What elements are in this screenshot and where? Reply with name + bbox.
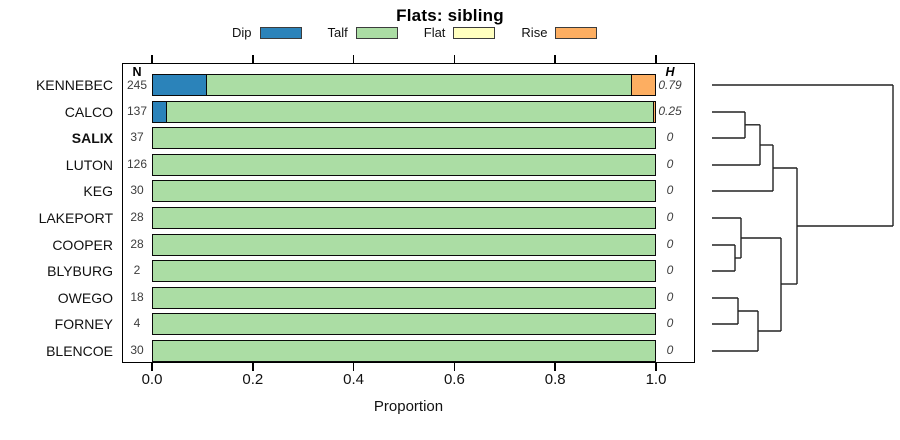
legend-swatch-rise xyxy=(555,26,598,39)
legend-item: Talf xyxy=(328,25,398,40)
bar-segment-talf xyxy=(152,313,656,336)
bar-segment-rise xyxy=(653,100,656,123)
h-value: 0 xyxy=(666,316,674,331)
axis-tick-bottom xyxy=(151,363,153,371)
n-value: 137 xyxy=(126,103,148,118)
row-label-cooper: COOPER xyxy=(52,236,113,253)
legend-item: Flat xyxy=(424,25,496,40)
n-value: 126 xyxy=(126,156,148,171)
axis-tick-bottom xyxy=(352,363,355,371)
h-value-text: 0.79 xyxy=(658,78,682,92)
axis-tick-top xyxy=(655,55,657,63)
bar-row-calco xyxy=(152,100,656,123)
bar-segment-talf xyxy=(152,286,656,309)
bar-row-luton xyxy=(152,153,656,176)
bar-row-forney xyxy=(152,313,656,336)
axis-tick-top xyxy=(453,55,456,63)
axis-tick-bottom xyxy=(252,363,254,371)
bar-segment-talf xyxy=(152,180,656,203)
axis-tick-label: 0.8 xyxy=(544,371,566,388)
legend-swatch-dip xyxy=(259,26,302,39)
h-value: 0 xyxy=(666,236,674,251)
bar-row-cooper xyxy=(152,233,656,256)
chart-title: Flats: sibling xyxy=(396,6,504,25)
n-value: 37 xyxy=(130,130,144,145)
row-label-luton: LUTON xyxy=(65,156,113,173)
h-value: 0 xyxy=(666,210,674,224)
bar-row-keg xyxy=(152,180,656,203)
axis-tick-top xyxy=(352,55,355,63)
bar-segment-talf xyxy=(152,153,656,176)
n-value: 28 xyxy=(130,210,144,224)
h-value: 0 xyxy=(666,130,674,145)
n-column-header: N xyxy=(132,65,142,79)
legend-label: Rise xyxy=(521,25,548,40)
bar-row-blyburg xyxy=(152,260,656,283)
axis-tick-top xyxy=(151,55,153,63)
legend-swatch-flat xyxy=(453,26,496,39)
bar-segment-talf xyxy=(152,260,656,283)
n-value: 4 xyxy=(133,316,141,331)
row-label-owego: OWEGO xyxy=(57,289,113,306)
n-value: 28 xyxy=(130,236,144,251)
bar-segment-talf xyxy=(152,127,656,150)
bar-segment-talf xyxy=(205,74,633,96)
h-value: 0.25 xyxy=(658,103,682,118)
axis-tick-bottom xyxy=(554,363,556,371)
x-axis-label: Proportion xyxy=(373,398,444,415)
bar-segment-talf xyxy=(165,100,656,123)
axis-tick-label: 0.0 xyxy=(141,371,163,388)
bar-segment-talf xyxy=(152,340,656,362)
bar-segment-talf xyxy=(152,233,656,256)
bar-row-salix xyxy=(152,127,656,150)
h-value: 0 xyxy=(666,343,674,357)
legend-label: Flat xyxy=(423,25,446,40)
row-label-blyburg: BLYBURG xyxy=(47,263,113,280)
h-value: H 0.79 xyxy=(650,66,690,92)
bar-row-lakeport xyxy=(152,207,656,229)
row-label-calco: CALCO xyxy=(64,103,113,120)
h-value: 0 xyxy=(666,183,674,198)
bar-segment-talf xyxy=(152,207,656,229)
row-label-blencoe: BLENCOE xyxy=(46,343,113,359)
legend-label: Dip xyxy=(232,25,252,40)
n-value: 2 xyxy=(133,263,141,278)
row-label-lakeport: LAKEPORT xyxy=(38,210,113,226)
bar-segment-dip xyxy=(152,74,208,96)
legend-swatch-talf xyxy=(355,26,398,39)
bar-row-kennebec xyxy=(152,74,656,96)
n-value: 30 xyxy=(130,343,144,357)
h-value: 0 xyxy=(666,289,674,304)
row-label-forney: FORNEY xyxy=(54,316,113,333)
bar-segment-rise xyxy=(630,74,656,96)
row-label-keg: KEG xyxy=(83,183,113,200)
legend: Dip Talf Flat Rise xyxy=(232,25,598,40)
n-value: 30 xyxy=(130,183,144,198)
row-label-salix: SALIX xyxy=(71,130,113,147)
n-value-text: 245 xyxy=(126,78,148,92)
axis-tick-bottom xyxy=(453,363,456,371)
h-column-header: H xyxy=(665,65,675,79)
bar-row-blencoe xyxy=(152,340,656,362)
axis-tick-label: 0.2 xyxy=(242,371,264,388)
axis-tick-top xyxy=(252,55,254,63)
axis-tick-bottom xyxy=(655,363,657,371)
n-value: N 245 xyxy=(121,66,153,92)
legend-item: Dip xyxy=(232,25,302,40)
h-value: 0 xyxy=(666,263,674,278)
row-label-kennebec: KENNEBEC xyxy=(35,77,113,93)
n-value: 18 xyxy=(130,289,144,304)
legend-label: Talf xyxy=(327,25,348,40)
axis-tick-label: 1.0 xyxy=(645,371,667,388)
axis-tick-label: 0.6 xyxy=(443,371,465,388)
axis-tick-top xyxy=(554,55,556,63)
bar-row-owego xyxy=(152,286,656,309)
legend-item: Rise xyxy=(521,25,598,40)
axis-tick-label: 0.4 xyxy=(343,371,365,388)
h-value: 0 xyxy=(666,156,674,171)
